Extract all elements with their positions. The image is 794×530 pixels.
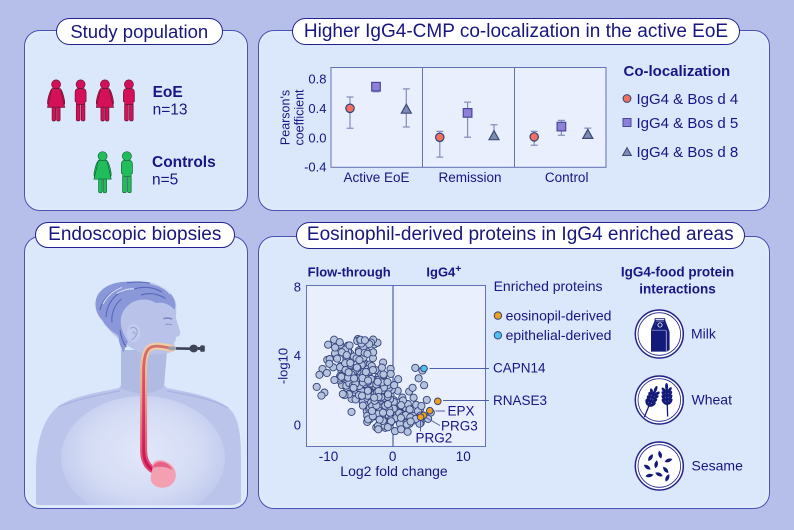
svg-text:Co-localization: Co-localization [624,63,731,80]
svg-text:EPX: EPX [448,404,475,419]
svg-text:0.4: 0.4 [308,101,326,116]
svg-text:-0.4: -0.4 [304,160,326,175]
svg-text:eosinopil-derived: eosinopil-derived [506,307,612,323]
svg-text:IgG4+: IgG4+ [426,263,461,280]
svg-text:Remission: Remission [438,170,501,185]
svg-text:Controls: Controls [152,154,216,171]
svg-text:Enriched proteins: Enriched proteins [494,278,603,294]
svg-text:0: 0 [389,449,397,464]
svg-text:8: 8 [294,280,301,295]
svg-text:Control: Control [545,170,589,185]
svg-text:0.0: 0.0 [308,130,326,145]
svg-text:Wheat: Wheat [692,392,733,408]
svg-text:EoE: EoE [153,84,183,101]
svg-text:IgG4-food protein: IgG4-food protein [621,265,734,280]
svg-text:Pearson'scoefficient: Pearson'scoefficient [279,89,307,146]
svg-text:IgG4 & Bos d 8: IgG4 & Bos d 8 [637,144,739,161]
svg-text:Sesame: Sesame [692,458,744,474]
svg-text:Flow-through: Flow-through [308,265,391,280]
svg-text:CAPN14: CAPN14 [493,361,546,376]
svg-text:PRG2: PRG2 [416,430,453,445]
svg-text:RNASE3: RNASE3 [493,393,547,408]
svg-text:PRG3: PRG3 [441,419,478,434]
svg-text:IgG4 & Bos d 4: IgG4 & Bos d 4 [637,91,739,108]
svg-text:0: 0 [294,418,301,433]
svg-text:epithelial-derived: epithelial-derived [506,327,612,343]
svg-text:10: 10 [456,449,471,464]
svg-text:Milk: Milk [691,326,717,342]
svg-text:interactions: interactions [639,282,716,297]
svg-text:Log2 fold change: Log2 fold change [340,463,448,479]
svg-text:4: 4 [294,348,301,363]
svg-text:IgG4 & Bos d 5: IgG4 & Bos d 5 [637,115,739,132]
svg-text:n=13: n=13 [153,102,188,119]
svg-text:0.8: 0.8 [308,72,326,87]
svg-text:Active EoE: Active EoE [343,170,409,185]
svg-text:n=5: n=5 [152,172,178,189]
svg-text:-10: -10 [319,449,339,464]
svg-text:-log10: -log10 [276,348,291,384]
